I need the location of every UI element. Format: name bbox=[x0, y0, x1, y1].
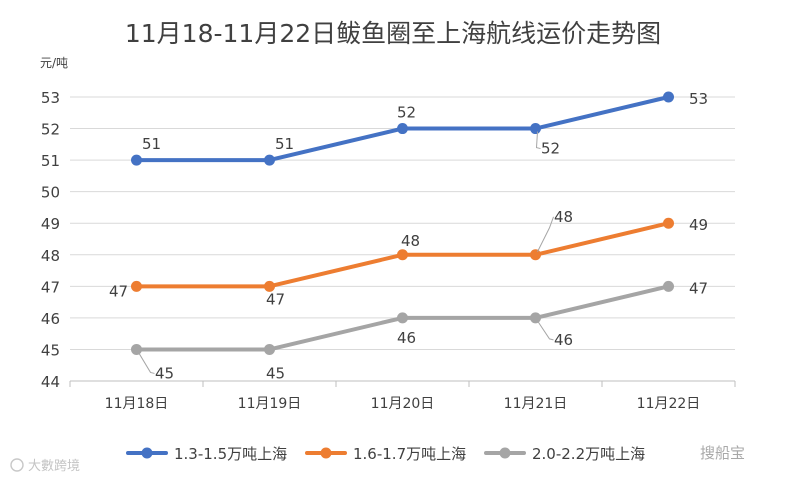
y-tick-label: 49 bbox=[41, 215, 60, 233]
data-point bbox=[397, 123, 408, 135]
data-label: 46 bbox=[554, 331, 573, 349]
data-point bbox=[663, 91, 674, 103]
legend-item: 2.0-2.2万吨上海 bbox=[484, 445, 645, 463]
legend-swatch-marker bbox=[320, 447, 332, 459]
data-label: 52 bbox=[541, 140, 560, 158]
y-tick-label: 53 bbox=[41, 89, 60, 107]
watermark-left-logo bbox=[10, 458, 24, 472]
y-tick-label: 46 bbox=[41, 310, 60, 328]
watermark-left-text: 大數跨境 bbox=[28, 459, 80, 474]
x-axis-ticks: 11月18日 11月19日 11月20日 11月21日 11月22日 bbox=[105, 396, 701, 412]
data-label: 46 bbox=[397, 329, 416, 347]
legend-label: 1.3-1.5万吨上海 bbox=[174, 445, 287, 463]
data-label: 51 bbox=[275, 135, 294, 153]
y-axis-unit-label: 元/吨 bbox=[40, 56, 68, 70]
data-label: 47 bbox=[689, 279, 708, 297]
y-tick-label: 52 bbox=[41, 121, 60, 139]
data-point bbox=[264, 343, 275, 355]
series-3 bbox=[131, 280, 674, 355]
legend-label: 1.6-1.7万吨上海 bbox=[353, 445, 466, 463]
legend-swatch-marker bbox=[141, 447, 153, 459]
x-tick-label: 11月21日 bbox=[504, 396, 568, 412]
label-leader-line bbox=[535, 131, 541, 150]
legend: 1.3-1.5万吨上海 1.6-1.7万吨上海 2.0-2.2万吨上海 bbox=[126, 445, 645, 463]
data-label: 51 bbox=[142, 135, 161, 153]
y-tick-label: 51 bbox=[41, 152, 60, 170]
legend-item: 1.3-1.5万吨上海 bbox=[126, 445, 287, 463]
label-leader-line bbox=[138, 352, 155, 374]
data-point bbox=[530, 123, 541, 135]
legend-swatch-marker bbox=[499, 447, 511, 459]
data-point bbox=[397, 249, 408, 261]
x-tick-label: 11月22日 bbox=[637, 396, 701, 412]
data-point bbox=[264, 280, 275, 292]
data-labels: 51 51 52 52 53 47 47 48 48 49 45 45 46 46 47 bbox=[109, 90, 708, 382]
data-label: 45 bbox=[155, 364, 174, 382]
x-tick-label: 11月20日 bbox=[371, 396, 435, 412]
y-tick-label: 50 bbox=[41, 184, 60, 202]
data-point bbox=[131, 343, 142, 355]
series-2 bbox=[131, 217, 674, 292]
data-point bbox=[397, 312, 408, 324]
x-tick-label: 11月19日 bbox=[238, 396, 302, 412]
data-point bbox=[264, 154, 275, 166]
legend-item: 1.6-1.7万吨上海 bbox=[305, 445, 466, 463]
data-label: 48 bbox=[401, 232, 420, 250]
y-tick-label: 47 bbox=[41, 278, 60, 296]
label-leader-line bbox=[537, 216, 554, 253]
data-label: 53 bbox=[689, 90, 708, 108]
watermark-right-text: 搜船宝 bbox=[700, 444, 745, 462]
data-label: 47 bbox=[109, 282, 128, 300]
data-label: 52 bbox=[397, 104, 416, 122]
data-point bbox=[131, 154, 142, 166]
data-label: 49 bbox=[689, 216, 708, 234]
data-point bbox=[131, 280, 142, 292]
series-layer bbox=[131, 91, 674, 355]
data-label: 47 bbox=[266, 290, 285, 308]
y-tick-label: 44 bbox=[41, 373, 60, 391]
label-leader-line bbox=[537, 320, 554, 341]
watermark-left: 大數跨境 bbox=[10, 458, 80, 474]
data-point bbox=[663, 217, 674, 229]
data-point bbox=[530, 249, 541, 261]
data-label: 45 bbox=[266, 364, 285, 382]
y-tick-label: 48 bbox=[41, 247, 60, 265]
data-label: 48 bbox=[554, 208, 573, 226]
x-tick-label: 11月18日 bbox=[105, 396, 169, 412]
legend-label: 2.0-2.2万吨上海 bbox=[532, 445, 645, 463]
chart-title: 11月18-11月22日鲅鱼圈至上海航线运价走势图 bbox=[125, 19, 661, 48]
data-point bbox=[663, 280, 674, 292]
series-1 bbox=[131, 91, 674, 166]
data-point bbox=[530, 312, 541, 324]
y-tick-label: 45 bbox=[41, 341, 60, 359]
y-axis-ticks: 44 45 46 47 48 49 50 51 52 53 bbox=[41, 89, 60, 391]
